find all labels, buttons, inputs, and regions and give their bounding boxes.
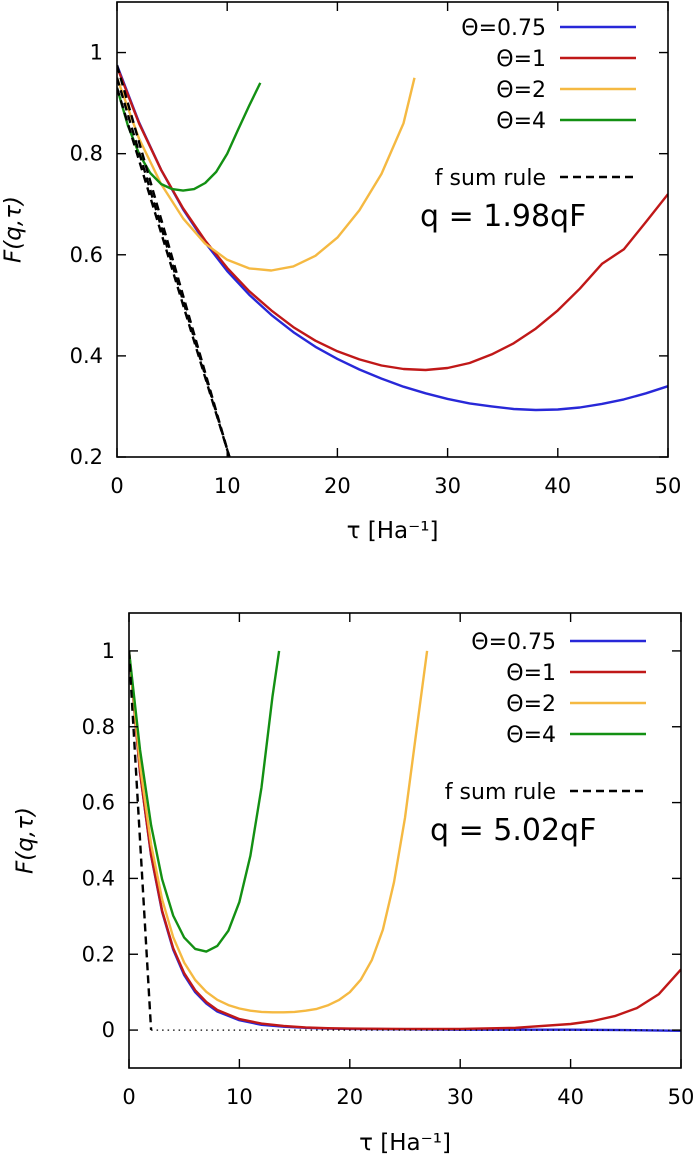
y-tick-label: 0.6 <box>70 243 103 267</box>
y-tick-label: 0.4 <box>70 344 103 368</box>
series-line-theta-4 <box>129 650 281 953</box>
x-tick-label: 10 <box>226 1085 253 1109</box>
x-axis-label: τ [Ha⁻¹] <box>347 518 439 544</box>
y-tick-label: 1 <box>90 41 103 65</box>
x-axis-label: τ [Ha⁻¹] <box>359 1130 451 1155</box>
sum-rule-line-3 <box>117 87 231 457</box>
legend-label: Θ=0.75 <box>471 630 556 655</box>
x-tick-label: 10 <box>214 474 241 498</box>
y-tick-label: 0.8 <box>70 142 103 166</box>
y-tick-label: 1 <box>102 639 115 663</box>
axes-frame <box>116 1 669 458</box>
wavenumber-annotation: q = 1.98qF <box>420 199 586 234</box>
legend-label-sum-rule: f sum rule <box>435 166 546 191</box>
x-tick-label: 0 <box>122 1085 135 1109</box>
x-tick-label: 0 <box>110 474 123 498</box>
x-tick-label: 30 <box>447 1085 474 1109</box>
y-tick-label: 0.8 <box>82 715 115 739</box>
x-tick-label: 50 <box>668 1085 695 1109</box>
x-tick-label: 30 <box>434 474 461 498</box>
panel-top: 0 10 20 30 40 50 0.2 0.4 0.6 0.8 1 τ [Ha⁻¹] F(q,τ) Θ=… <box>1 1 682 544</box>
x-tick-label: 50 <box>655 474 682 498</box>
axes-frame <box>128 612 682 1069</box>
x-tick-label: 40 <box>544 474 571 498</box>
sum-rule-line <box>129 650 153 1031</box>
y-axis-label: F(q,τ) <box>13 807 39 874</box>
y-tick-label: 0 <box>102 1018 115 1042</box>
legend-label: Θ=1 <box>496 47 546 72</box>
legend-label-sum-rule: f sum rule <box>445 780 556 805</box>
legend-label: Θ=0.75 <box>461 16 546 41</box>
y-tick-label: 0.6 <box>82 791 115 815</box>
series-line-theta-2 <box>129 650 429 1014</box>
plot-area <box>117 64 668 457</box>
legend-label: Θ=1 <box>506 661 556 686</box>
wavenumber-annotation: q = 5.02qF <box>430 813 596 848</box>
plot-area <box>129 650 681 1032</box>
series-line-theta-1 <box>129 650 681 1031</box>
y-tick-label: 0.2 <box>70 445 103 469</box>
series-line-theta-0-75 <box>129 650 681 1032</box>
x-tick-label: 20 <box>336 1085 363 1109</box>
series-line-theta-2 <box>117 77 416 272</box>
legend-label: Θ=4 <box>496 109 546 134</box>
legend-label: Θ=4 <box>506 723 556 748</box>
panel-bottom: 0 10 20 30 40 50 0 0.2 0.4 0.6 0.8 1 τ [Ha⁻¹] F(q,τ) Θ… <box>13 612 695 1155</box>
x-tick-label: 40 <box>557 1085 584 1109</box>
legend-label: Θ=2 <box>506 692 556 717</box>
legend-label: Θ=2 <box>496 78 546 103</box>
y-tick-label: 0.2 <box>82 942 115 966</box>
x-tick-label: 20 <box>324 474 351 498</box>
y-tick-label: 0.4 <box>82 866 115 890</box>
y-axis-label: F(q,τ) <box>1 196 27 263</box>
